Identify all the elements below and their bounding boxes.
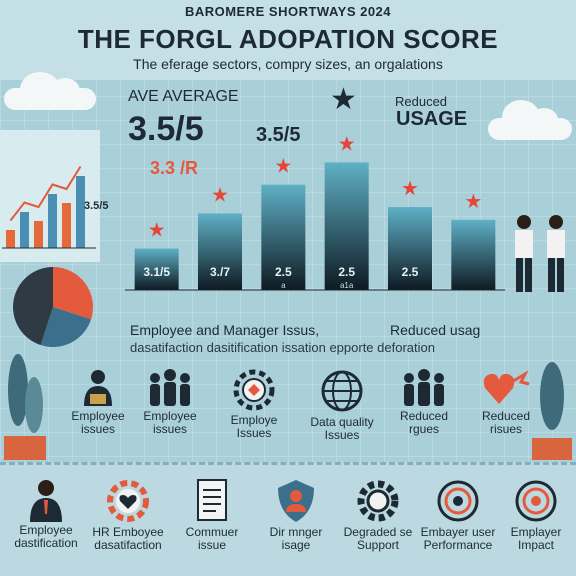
- average-label: AVE AVERAGE: [128, 88, 239, 105]
- chart-bar: [324, 162, 369, 290]
- chart-bar: [134, 248, 179, 290]
- chart-star: ★: [401, 178, 419, 200]
- icon-label: Embayer user Performance: [420, 525, 496, 552]
- bar-sublabel: a1a: [340, 281, 354, 290]
- mini-bar: [48, 194, 57, 248]
- icon-item: Data quality Issues: [302, 368, 382, 442]
- heart-gear-icon: [107, 480, 149, 522]
- reduced-label: Reduced: [395, 94, 448, 109]
- icon-label: Degraded se Support: [343, 525, 413, 552]
- cloud-decoration: [488, 100, 572, 140]
- team-icon: [150, 369, 190, 406]
- bar-sublabel: a: [281, 281, 286, 290]
- icon-label: Employe Issues: [230, 413, 278, 440]
- orange-score-label: 3.3 /R: [150, 158, 199, 178]
- person-icon: [30, 480, 62, 522]
- target-icon: [515, 480, 557, 522]
- pie-slice: [53, 267, 93, 320]
- chart-star: ★: [338, 133, 356, 155]
- header-band: [0, 0, 576, 80]
- icon-item: Dir mnger isage: [256, 478, 336, 552]
- bar-label: 3./7: [210, 265, 230, 279]
- plant-decoration: [4, 354, 46, 460]
- gear-icon: [233, 369, 275, 411]
- caption-line-1: Employee and Manager Issus,: [130, 322, 320, 338]
- mini-bar: [6, 230, 15, 248]
- team-icon: [404, 369, 444, 406]
- icon-item: Employee issues: [130, 368, 210, 436]
- average-value: 3.5/5: [128, 110, 204, 148]
- icon-item: Embayer user Performance: [418, 478, 498, 552]
- icon-item: Reduced rgues: [384, 368, 464, 436]
- chart-star: ★: [148, 220, 166, 242]
- employee-icon: [84, 370, 112, 406]
- icon-label: Emplayer Impact: [510, 525, 562, 552]
- icon-label: Employee issues: [143, 409, 197, 436]
- bar-label: 2.5: [338, 265, 355, 279]
- icon-label: Reduced rgues: [399, 409, 449, 436]
- subtitle: The eferage sectors, compry sizes, an or…: [133, 56, 443, 72]
- globe-icon: [321, 370, 363, 412]
- pie-chart: [13, 267, 93, 347]
- chart-star: ★: [464, 191, 482, 213]
- bottom-band: [0, 462, 576, 576]
- icon-item: Employe Issues: [214, 368, 294, 440]
- chart-star: ★: [211, 184, 229, 206]
- mini-bar: [34, 221, 43, 248]
- pie-slice: [13, 267, 53, 346]
- icon-item: Degraded se Support: [338, 478, 418, 552]
- icon-label: Reduced risues: [481, 409, 531, 436]
- mini-bar: [20, 212, 29, 248]
- icon-item: HR Emboyee dasatifaction: [88, 478, 168, 552]
- average-value-secondary: 3.5/5: [256, 124, 301, 146]
- caption-line-2: dasatifaction dasitification issation ep…: [130, 340, 435, 355]
- target-icon: [437, 480, 479, 522]
- bar-label: 3.1/5: [143, 265, 170, 279]
- page-title: THE FORGL ADOPATION SCORE: [77, 24, 499, 54]
- left-mini-chart: [2, 165, 96, 249]
- main-bar-chart: ★ 3.1/5 ★ 3./7 ★ 2.5 a ★ 2.5 a1a ★ 2.5 ★: [125, 133, 505, 291]
- mini-line: [9, 165, 82, 222]
- left-chart-label: 3.5/5: [84, 200, 109, 212]
- plant-decoration: [532, 362, 572, 460]
- pie-slice: [40, 307, 92, 347]
- mini-bar: [62, 203, 71, 248]
- chart-bar: [261, 184, 306, 290]
- chart-bar: [451, 219, 496, 290]
- icon-item: Employee issues: [58, 368, 138, 436]
- star-icon: ★: [330, 83, 357, 116]
- icon-item: Emplayer Impact: [496, 478, 576, 552]
- mini-bar: [76, 176, 85, 248]
- icon-label: Employee issues: [71, 409, 125, 436]
- people-illustration: [515, 215, 565, 292]
- icon-item: Employee dastification: [6, 478, 86, 550]
- supertitle: BAROMERE SHORTWAYS 2024: [184, 4, 392, 19]
- chart-star: ★: [274, 156, 292, 178]
- gear-icon: [357, 480, 399, 522]
- icon-item: Commuer issue: [172, 478, 252, 552]
- heart-arrow-icon: [483, 370, 530, 404]
- chart-bar: [198, 213, 242, 290]
- chart-bar: [388, 207, 432, 290]
- icon-item: Reduced risues: [466, 368, 546, 436]
- usage-label: USAGE: [396, 108, 468, 130]
- person-shield-icon: [278, 480, 314, 522]
- bar-label: 2.5: [402, 265, 419, 279]
- icon-label: HR Emboyee dasatifaction: [92, 525, 164, 552]
- icon-label: Commuer issue: [185, 525, 239, 552]
- caption-right: Reduced usag: [390, 322, 481, 338]
- document-icon: [197, 479, 227, 521]
- icon-label: Employee dastification: [14, 523, 78, 550]
- icon-label: Data quality Issues: [310, 415, 374, 442]
- bar-label: 2.5: [275, 265, 292, 279]
- icon-label: Dir mnger isage: [269, 525, 323, 552]
- cloud-decoration: [4, 72, 96, 110]
